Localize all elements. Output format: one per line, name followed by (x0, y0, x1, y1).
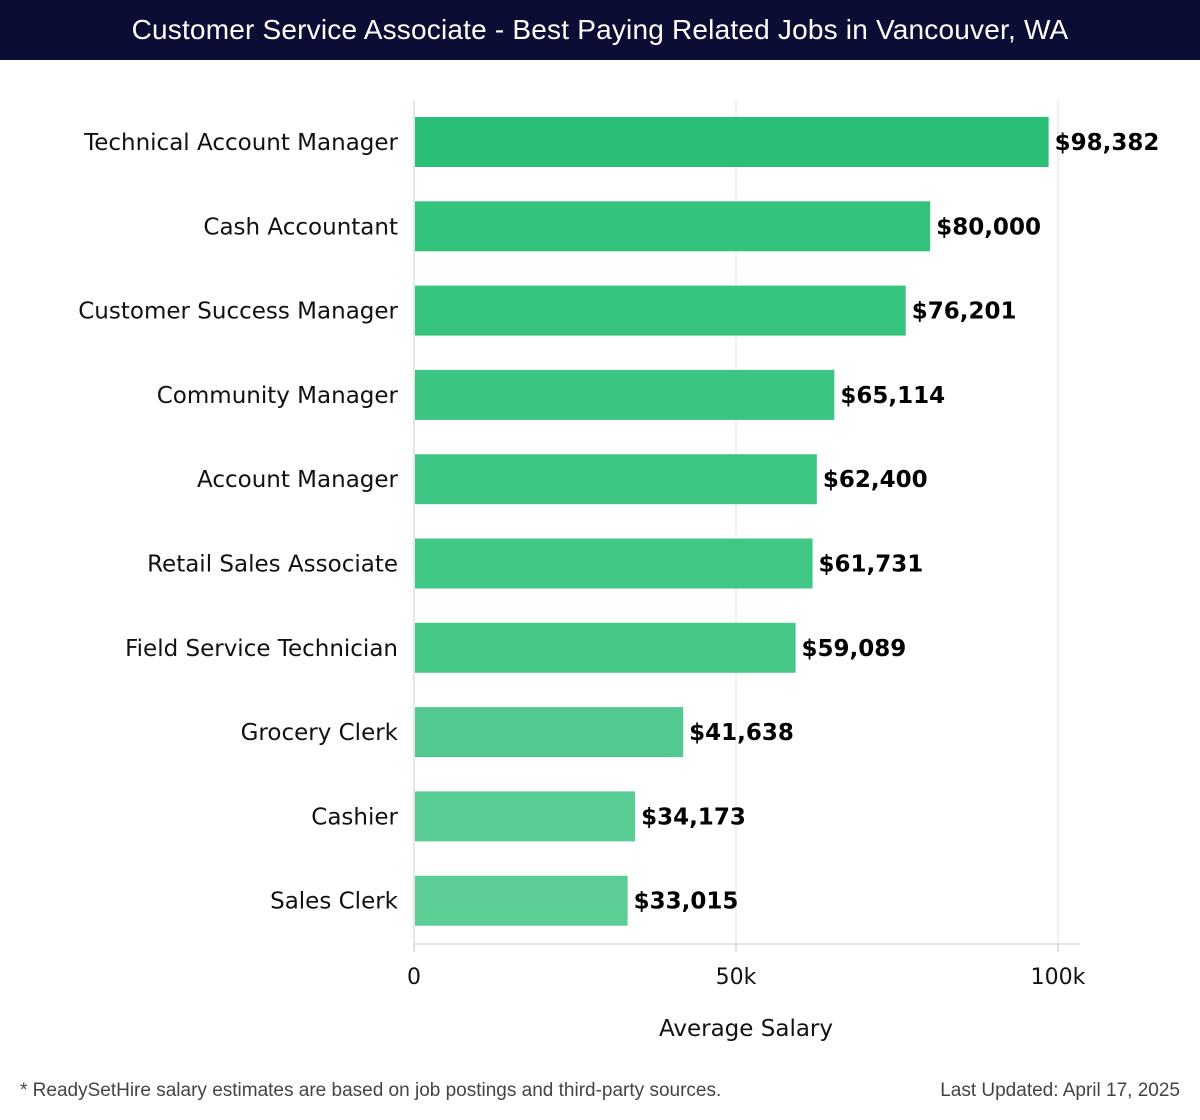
last-updated: Last Updated: April 17, 2025 (940, 1080, 1180, 1101)
chart-title: Customer Service Associate - Best Paying… (0, 0, 1200, 60)
category-label: Community Manager (157, 383, 399, 409)
value-labels: $98,382 $80,000 $76,201 $65,114 $62,400 $61,7… (634, 130, 1160, 915)
x-tick-label: 50k (716, 965, 757, 990)
value-label: $34,173 (641, 804, 746, 830)
footer-disclaimer: * ReadySetHire salary estimates are base… (20, 1080, 722, 1101)
value-label: $59,089 (802, 636, 907, 662)
bar (415, 369, 835, 420)
value-label: $80,000 (936, 214, 1041, 240)
value-label: $76,201 (912, 299, 1017, 325)
bar (415, 117, 1049, 167)
value-label: $62,400 (823, 467, 928, 493)
bar (415, 622, 796, 673)
value-label: $98,382 (1055, 130, 1160, 156)
x-tick-label: 100k (1031, 965, 1086, 990)
value-label: $65,114 (840, 383, 945, 409)
category-label: Sales Clerk (270, 889, 399, 915)
x-axis-ticks: 0 50k 100k (407, 944, 1086, 990)
category-label: Cashier (311, 804, 398, 830)
bars (415, 117, 1049, 926)
category-label: Retail Sales Associate (147, 552, 398, 578)
bar (415, 454, 817, 505)
value-label: $41,638 (689, 720, 794, 746)
bar (415, 791, 636, 842)
value-label: $33,015 (634, 889, 739, 915)
category-label: Cash Accountant (203, 214, 398, 240)
category-label: Account Manager (197, 467, 399, 493)
bar (415, 875, 628, 926)
category-label: Field Service Technician (125, 636, 398, 662)
x-axis-label: Average Salary (659, 1016, 833, 1042)
category-labels: Technical Account Manager Cash Accountant… (78, 130, 398, 915)
x-tick-label: 0 (407, 965, 421, 990)
value-label: $61,731 (819, 552, 924, 578)
bar (415, 538, 813, 589)
category-label: Customer Success Manager (78, 299, 398, 325)
category-label: Technical Account Manager (83, 130, 398, 156)
bar (415, 707, 684, 758)
bar (415, 285, 906, 336)
category-label: Grocery Clerk (241, 720, 399, 746)
bar (415, 201, 931, 252)
bar-chart: Technical Account Manager Cash Accountant… (78, 100, 1160, 1042)
